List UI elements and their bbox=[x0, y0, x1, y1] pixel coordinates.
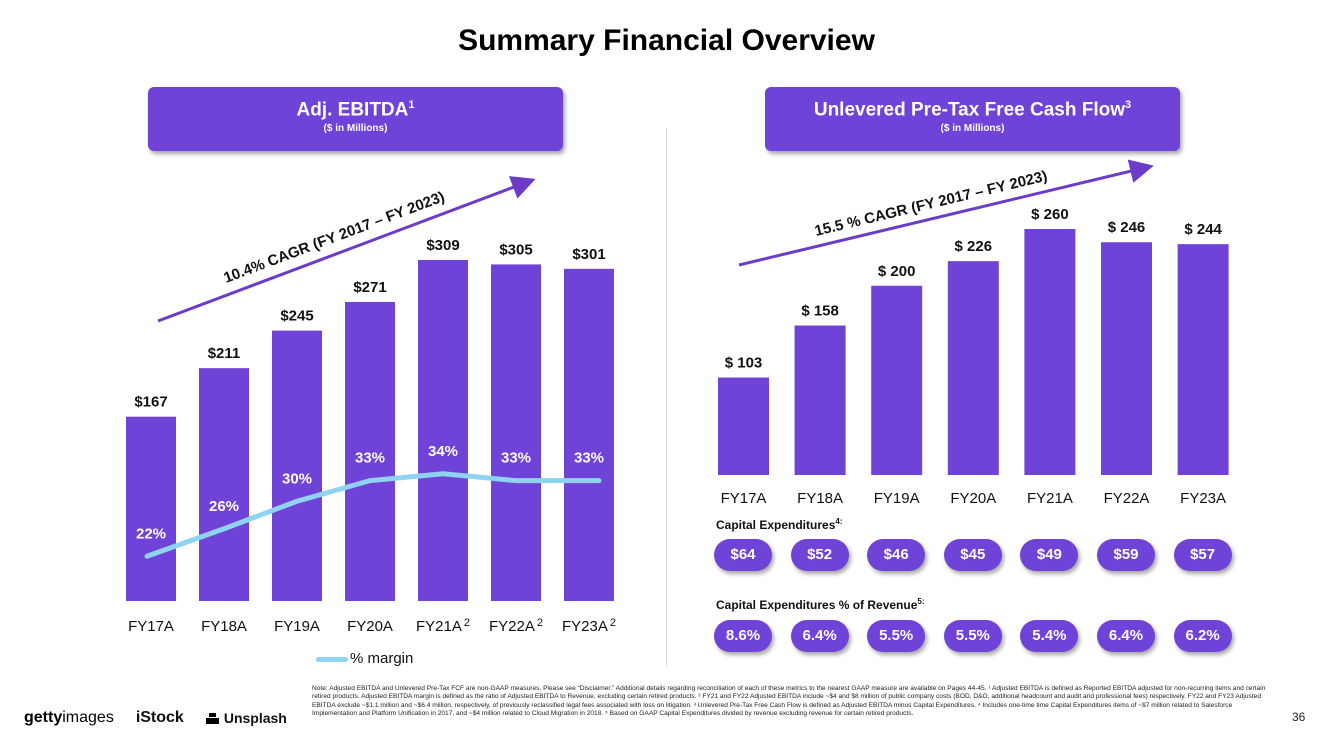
fcf-value-label: $ 158 bbox=[801, 303, 839, 320]
ebitda-bar-FY22A bbox=[491, 264, 541, 601]
capex-pct-pill: 5.5% bbox=[867, 620, 926, 652]
brand-logos: gettyimages iStock Unsplash bbox=[24, 706, 287, 730]
capex-pct-pill: 6.4% bbox=[1097, 620, 1155, 652]
fcf-banner-title: Unlevered Pre-Tax Free Cash Flow3 bbox=[813, 99, 1132, 121]
fcf-banner: Unlevered Pre-Tax Free Cash Flow3 ($ in … bbox=[765, 87, 1180, 151]
gettyimages-logo: gettyimages bbox=[24, 709, 114, 726]
margin-label: 26% bbox=[209, 498, 239, 515]
fcf-value-label: $ 200 bbox=[878, 263, 916, 280]
fcf-value-label: $ 244 bbox=[1184, 221, 1222, 238]
ebitda-banner-subtitle: ($ in Millions) bbox=[323, 123, 388, 135]
fcf-bar-FY22A bbox=[1101, 242, 1152, 475]
margin-label: 33% bbox=[355, 450, 385, 467]
fcf-category-label: FY22A bbox=[1104, 490, 1150, 507]
ebitda-category-label: FY18A bbox=[201, 618, 247, 635]
capex-pill: $59 bbox=[1097, 539, 1155, 571]
ebitda-banner: Adj. EBITDA1 ($ in Millions) bbox=[148, 87, 563, 151]
ebitda-category-label: FY20A bbox=[347, 618, 393, 635]
margin-label: 33% bbox=[501, 450, 531, 467]
fcf-category-label: FY21A bbox=[1027, 490, 1073, 507]
fcf-bar-FY18A bbox=[794, 325, 846, 475]
ebitda-category-label: FY21A 2 bbox=[416, 617, 470, 635]
capex-pct-pill: 6.4% bbox=[790, 620, 849, 652]
ebitda-value-label: $271 bbox=[353, 279, 386, 296]
fcf-bar-FY21A bbox=[1024, 229, 1076, 475]
ebitda-bar-FY20A bbox=[345, 301, 395, 601]
capex-pct-pill: 6.2% bbox=[1173, 620, 1232, 652]
capex-pill: $57 bbox=[1173, 539, 1232, 571]
ebitda-banner-title: Adj. EBITDA1 bbox=[296, 99, 415, 121]
capex-pct-pill: 5.5% bbox=[943, 620, 1002, 652]
page-title: Summary Financial Overview bbox=[458, 24, 875, 57]
fcf-value-label: $ 246 bbox=[1108, 219, 1146, 236]
fcf-value-label: $ 260 bbox=[1031, 206, 1069, 223]
ebitda-category-label: FY19A bbox=[274, 618, 320, 635]
fcf-category-label: FY23A bbox=[1180, 490, 1226, 507]
ebitda-value-label: $305 bbox=[499, 241, 532, 258]
section-divider bbox=[666, 128, 667, 666]
ebitda-bar-FY21A bbox=[418, 260, 468, 601]
ebitda-bar-FY18A bbox=[199, 368, 249, 601]
ebitda-cagr-arrow bbox=[157, 176, 536, 323]
unsplash-logo: Unsplash bbox=[205, 710, 287, 726]
ebitda-value-label: $301 bbox=[572, 246, 605, 263]
fcf-value-label: $ 103 bbox=[725, 355, 763, 372]
fcf-banner-subtitle: ($ in Millions) bbox=[940, 123, 1005, 135]
margin-legend-swatch bbox=[316, 656, 348, 662]
fcf-category-label: FY17A bbox=[721, 490, 767, 507]
footnote: Note: Adjusted EBITDA and Unlevered Pre-… bbox=[312, 685, 1266, 717]
margin-label: 34% bbox=[428, 443, 458, 460]
ebitda-category-label: FY23A 2 bbox=[562, 617, 616, 635]
ebitda-cagr-label: 10.4% CAGR (FY 2017 – FY 2023) bbox=[221, 188, 447, 286]
istock-logo: iStock bbox=[135, 709, 184, 726]
capex-pill: $45 bbox=[943, 539, 1002, 571]
fcf-bar-FY17A bbox=[718, 377, 769, 475]
margin-label: 30% bbox=[282, 470, 312, 487]
ebitda-value-label: $309 bbox=[426, 237, 459, 254]
ebitda-value-label: $211 bbox=[208, 345, 241, 362]
capex-pill: $64 bbox=[714, 539, 772, 571]
capex-pill: $49 bbox=[1020, 539, 1079, 571]
capex-pill: $52 bbox=[790, 539, 849, 571]
ebitda-value-label: $245 bbox=[280, 308, 313, 325]
fcf-category-label: FY20A bbox=[950, 490, 996, 507]
capex-pct-pill: 5.4% bbox=[1020, 620, 1079, 652]
capex-pill: $46 bbox=[867, 539, 926, 571]
fcf-cagr-label: 15.5 % CAGR (FY 2017 – FY 2023) bbox=[813, 168, 1049, 240]
unsplash-camera-icon bbox=[205, 712, 219, 724]
fcf-bar-FY19A bbox=[871, 285, 923, 475]
margin-label: 33% bbox=[574, 450, 604, 467]
margin-label: 22% bbox=[136, 525, 166, 542]
capex-label: Capital Expenditures4: bbox=[716, 517, 843, 532]
capex-pct-label: Capital Expenditures % of Revenue5: bbox=[716, 597, 925, 612]
ebitda-category-label: FY22A 2 bbox=[489, 617, 543, 635]
fcf-cagr-arrow bbox=[738, 159, 1154, 267]
page-number: 36 bbox=[1292, 710, 1306, 724]
fcf-category-label: FY19A bbox=[874, 490, 920, 507]
fcf-bar-FY20A bbox=[947, 261, 999, 475]
margin-legend: % margin bbox=[316, 650, 413, 667]
ebitda-bar-FY23A bbox=[564, 268, 614, 601]
ebitda-value-label: $167 bbox=[134, 394, 167, 411]
capex-pct-pill: 8.6% bbox=[714, 620, 772, 652]
fcf-category-label: FY18A bbox=[797, 490, 843, 507]
fcf-bar-FY23A bbox=[1177, 244, 1229, 475]
ebitda-bar-FY19A bbox=[272, 330, 322, 601]
fcf-value-label: $ 226 bbox=[955, 238, 993, 255]
margin-line bbox=[144, 471, 602, 559]
ebitda-category-label: FY17A bbox=[128, 618, 174, 635]
ebitda-bar-FY17A bbox=[126, 416, 176, 601]
